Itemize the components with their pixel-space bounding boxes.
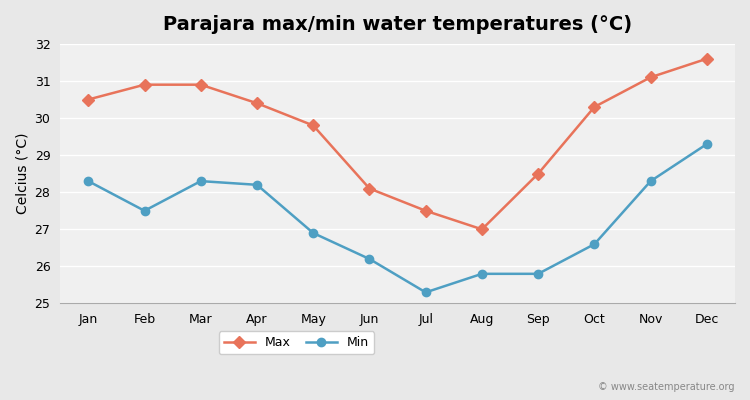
Max [196, 82, 206, 87]
Max [422, 208, 430, 213]
Min [422, 290, 430, 295]
Line: Min: Min [84, 140, 711, 296]
Max [534, 171, 543, 176]
Max [253, 101, 262, 106]
Min [309, 231, 318, 236]
Max [478, 227, 487, 232]
Text: © www.seatemperature.org: © www.seatemperature.org [598, 382, 735, 392]
Line: Max: Max [84, 54, 711, 234]
Min [646, 179, 656, 184]
Min [140, 208, 149, 213]
Min [365, 256, 374, 261]
Min [196, 179, 206, 184]
Title: Parajara max/min water temperatures (°C): Parajara max/min water temperatures (°C) [163, 15, 632, 34]
Min [478, 272, 487, 276]
Min [253, 182, 262, 187]
Max [140, 82, 149, 87]
Min [703, 142, 712, 146]
Max [309, 123, 318, 128]
Min [84, 179, 93, 184]
Max [703, 56, 712, 61]
Legend: Max, Min: Max, Min [218, 331, 374, 354]
Max [646, 75, 656, 80]
Max [84, 97, 93, 102]
Max [365, 186, 374, 191]
Max [590, 104, 599, 109]
Min [534, 272, 543, 276]
Min [590, 242, 599, 246]
Y-axis label: Celcius (°C): Celcius (°C) [15, 133, 29, 214]
